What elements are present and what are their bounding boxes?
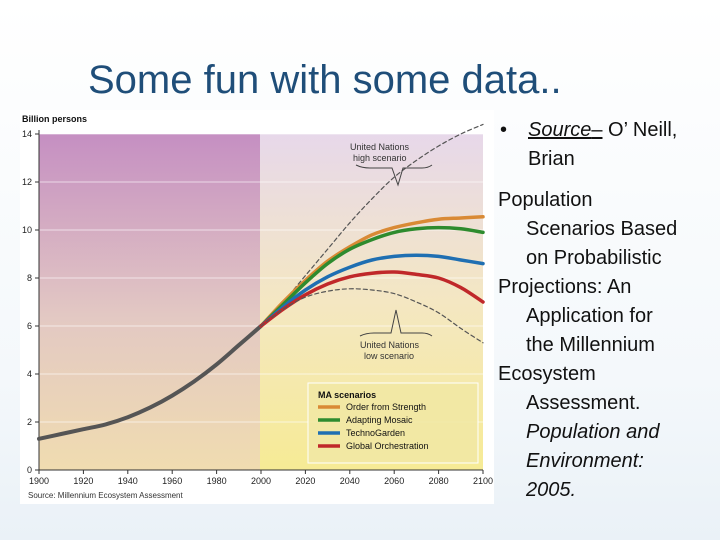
- citation-line: Projections: An: [498, 276, 632, 298]
- x-tick-label: 2020: [295, 476, 315, 486]
- y-tick-label: 8: [27, 273, 32, 283]
- high-annotation-line2: high scenario: [353, 153, 407, 163]
- x-tick-label: 2080: [429, 476, 449, 486]
- x-tick-label: 1920: [73, 476, 93, 486]
- series-lines: [37, 123, 485, 441]
- source-label: Source: [528, 119, 592, 141]
- historical-line: [37, 324, 263, 441]
- source-note: Source: Millennium Ecosystem Assessment: [28, 491, 184, 500]
- x-tick-label: 1940: [118, 476, 138, 486]
- legend-box: [307, 382, 479, 464]
- x-tick-label: 2100: [473, 476, 493, 486]
- citation-journal-line: Environment:: [526, 450, 644, 472]
- x-tick-label: 2040: [340, 476, 360, 486]
- series-line-united-nations-low-scenario: [260, 288, 484, 344]
- x-tick-label: 2000: [251, 476, 271, 486]
- x-tick-label: 1900: [29, 476, 49, 486]
- citation-journal-line: Population and: [526, 421, 660, 443]
- high-annotation-line1: United Nations: [350, 142, 410, 152]
- citation-line: Scenarios Based: [526, 218, 678, 240]
- grid-lines: [39, 133, 483, 471]
- citation-line: Ecosystem: [498, 363, 596, 385]
- slide-title: Some fun with some data..: [88, 58, 562, 102]
- population-chart: 0 2 4 6 8 10 12 14 1900 1920 1940 1960 1980 2000 2020 2…: [20, 110, 494, 504]
- low-scenario-callout: United Nations low scenario: [359, 309, 433, 361]
- series-line-united-nations-high-scenario: [260, 123, 484, 327]
- citation-line: Population: [498, 189, 593, 211]
- x-tick-label: 2060: [384, 476, 404, 486]
- y-tick-label: 4: [27, 369, 32, 379]
- citation-line: on Probabilistic: [526, 247, 662, 269]
- source-bullet: • Source– O’ Neill, Brian: [498, 116, 718, 174]
- series-line-technogarden: [259, 253, 485, 328]
- source-name: O’ Neill, Brian: [528, 119, 678, 170]
- y-tick-label: 14: [22, 129, 32, 139]
- low-annotation-line2: low scenario: [364, 351, 414, 361]
- legend-item-label: Adapting Mosaic: [346, 415, 413, 425]
- series-line-global-orchestration: [259, 270, 485, 328]
- y-tick-label: 6: [27, 321, 32, 331]
- low-annotation-line1: United Nations: [360, 340, 420, 350]
- legend-title: MA scenarios: [318, 390, 376, 400]
- low-annotation-pointer: [359, 309, 433, 337]
- reference-panel: • Source– O’ Neill, Brian Population Sce…: [498, 116, 718, 505]
- citation-line: Assessment.: [526, 392, 641, 414]
- legend-item-label: TechnoGarden: [346, 428, 405, 438]
- series-line-adapting-mosaic: [259, 225, 485, 328]
- y-tick-label: 2: [27, 417, 32, 427]
- y-tick-label: 0: [27, 465, 32, 475]
- y-tick-label: 10: [22, 225, 32, 235]
- bullet-dot-icon: •: [500, 119, 508, 141]
- y-tick-label: 12: [22, 177, 32, 187]
- x-tick-label: 1960: [162, 476, 182, 486]
- citation-year: 2005.: [526, 479, 577, 501]
- legend-item-label: Global Orchestration: [346, 441, 429, 451]
- citation-line: Application for: [526, 305, 653, 327]
- chart-svg: 0 2 4 6 8 10 12 14 1900 1920 1940 1960 1980 2000 2020 2…: [20, 110, 494, 504]
- axes: 0 2 4 6 8 10 12 14 1900 1920 1940 1960 1980 2000 2020 2…: [22, 129, 493, 486]
- high-scenario-callout: United Nations high scenario: [350, 142, 433, 187]
- past-region: [39, 134, 260, 470]
- source-dash: –: [591, 119, 603, 141]
- citation: Population Scenarios Based on Probabilis…: [498, 186, 718, 505]
- legend: MA scenarios Order from Strength Adapting…: [307, 382, 479, 464]
- series-line-order-from-strength: [259, 215, 485, 328]
- x-tick-label: 1980: [207, 476, 227, 486]
- high-annotation-pointer: [355, 164, 433, 187]
- legend-item-label: Order from Strength: [346, 402, 426, 412]
- citation-line: the Millennium: [526, 334, 655, 356]
- y-axis-label: Billion persons: [22, 114, 87, 124]
